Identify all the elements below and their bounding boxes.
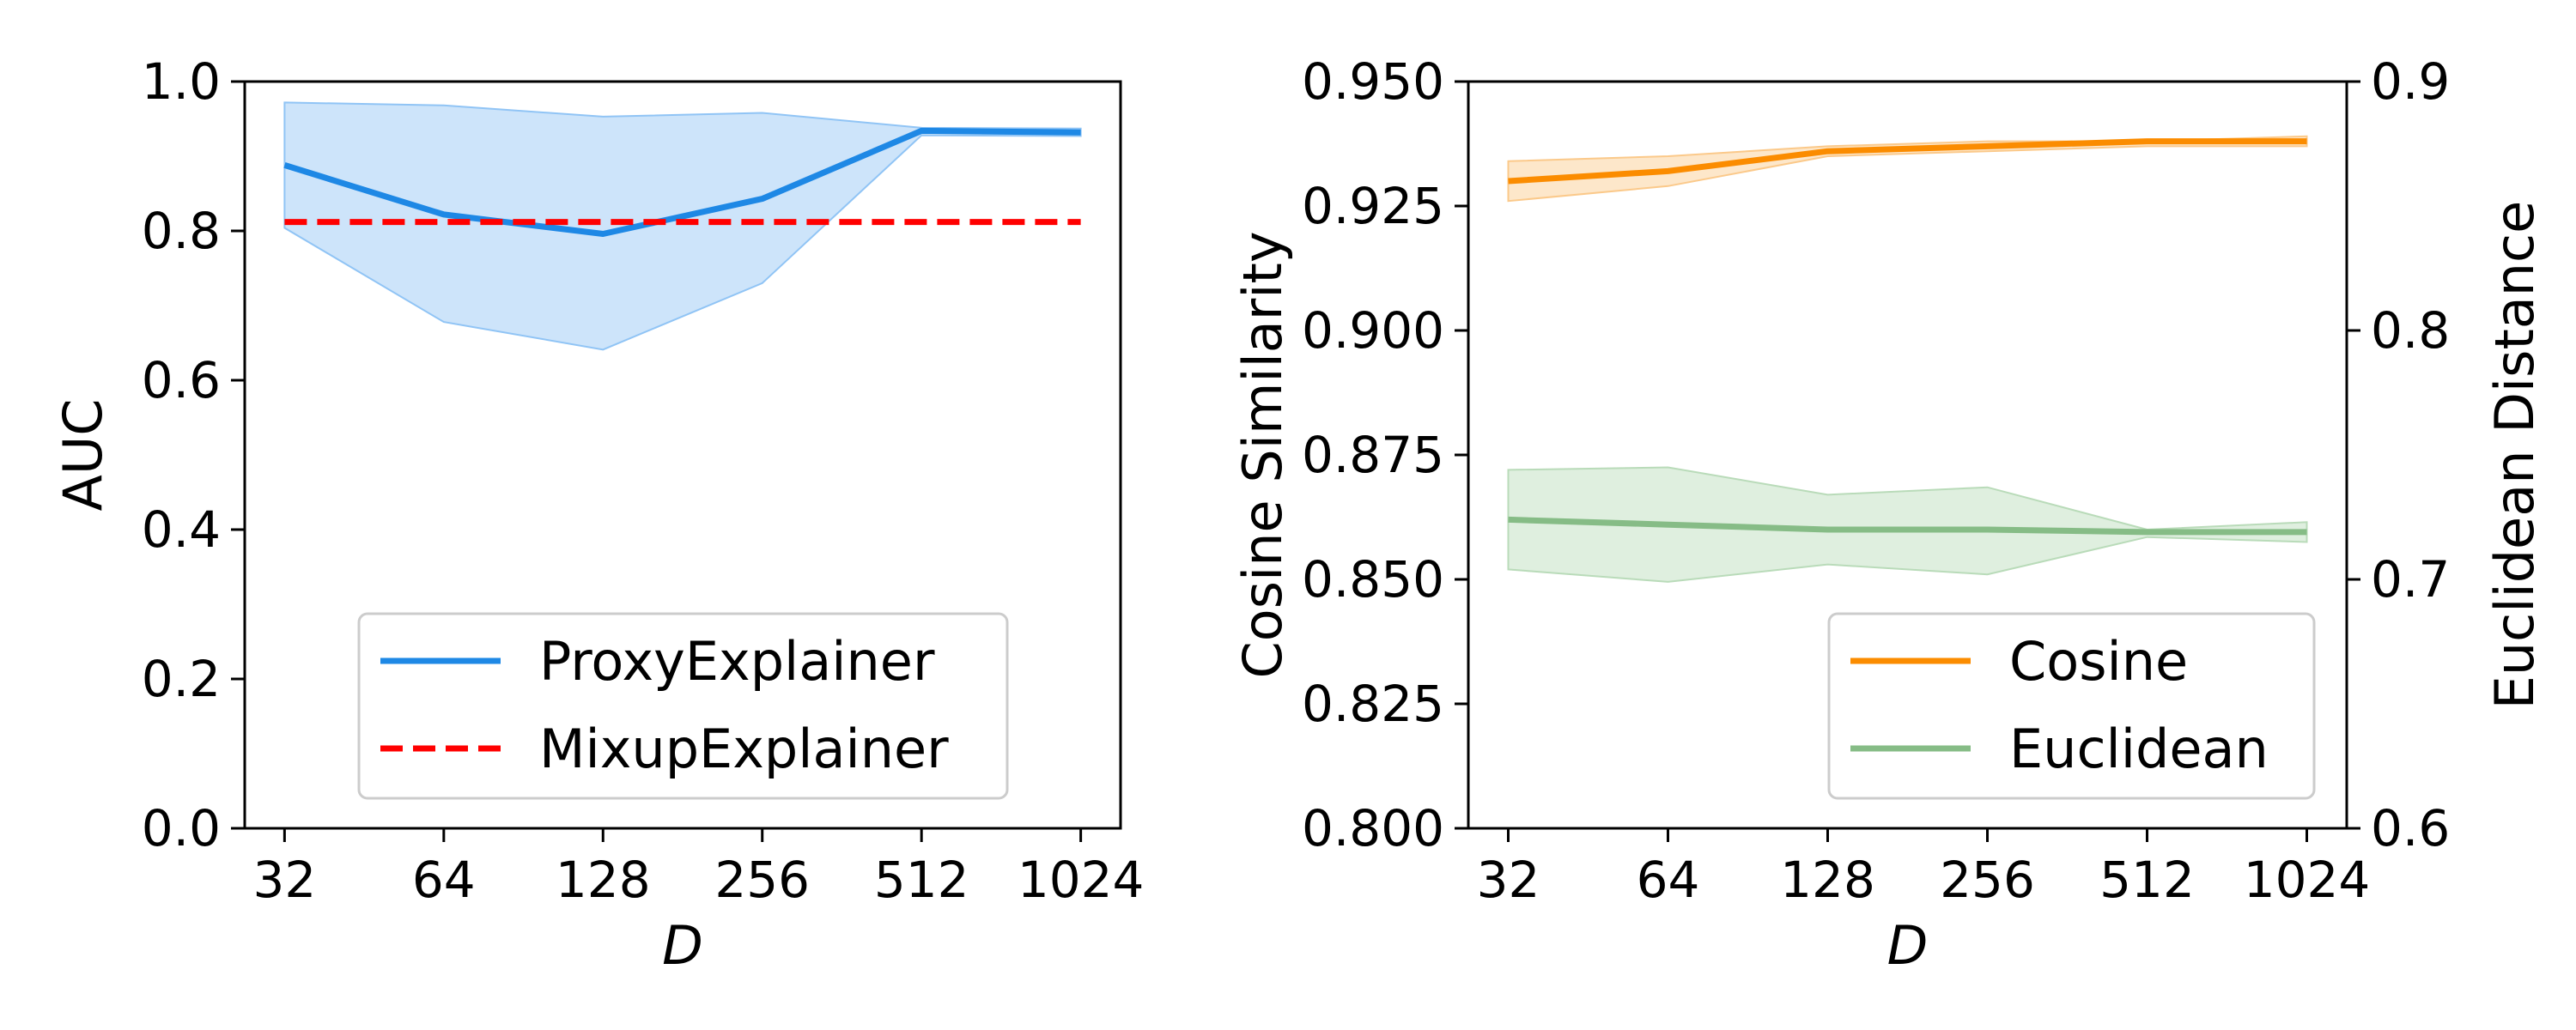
y-tick-label: 0.4 bbox=[142, 500, 221, 559]
series-line-euclidean bbox=[1508, 516, 2307, 536]
chart-panel-2: 32 64 128 256 512 1024 0.800 0.825 0.850 0.875 0.9… bbox=[1231, 52, 2546, 977]
chart-panel-1: 32 64 128 256 512 1024 0.0 0.2 0.4 0.6 0.8 1.0 D AUC P… bbox=[52, 52, 1144, 977]
y-tick-label: 0.825 bbox=[1302, 675, 1444, 733]
y-axis-label: Cosine Similarity bbox=[1231, 231, 1294, 678]
series-band-euclidean bbox=[1507, 466, 2308, 583]
x-tick-label: 1024 bbox=[1018, 851, 1145, 909]
x-tick-label: 128 bbox=[1780, 851, 1875, 909]
legend: Cosine Euclidean bbox=[1827, 612, 2316, 800]
y-right-tick-label: 0.7 bbox=[2371, 550, 2450, 609]
x-tick-label: 512 bbox=[874, 851, 969, 909]
x-tick-label: 512 bbox=[2099, 851, 2195, 909]
y-axis-label: AUC bbox=[52, 398, 114, 511]
y-tick-label: 0.875 bbox=[1302, 426, 1444, 484]
y-tick-label: 0.900 bbox=[1302, 301, 1444, 360]
series-band-proxyexplainer bbox=[283, 101, 1082, 351]
y-tick-label: 0.2 bbox=[142, 650, 221, 708]
series-line-cosine bbox=[1508, 138, 2307, 185]
legend-label-proxyexplainer: ProxyExplainer bbox=[539, 630, 935, 693]
x-axis-label: D bbox=[662, 914, 703, 977]
x-tick-label: 32 bbox=[1477, 851, 1540, 909]
series-line-proxyexplainer bbox=[283, 127, 1081, 237]
x-tick-label: 128 bbox=[556, 851, 651, 909]
legend-label-cosine: Cosine bbox=[2009, 630, 2188, 693]
x-tick-label: 256 bbox=[714, 851, 810, 909]
y-right-axis-label: Euclidean Distance bbox=[2483, 201, 2546, 710]
x-tick-label: 1024 bbox=[2244, 851, 2371, 909]
y-tick-label: 0.800 bbox=[1302, 799, 1444, 857]
x-tick-label: 64 bbox=[1637, 851, 1700, 909]
y-right-tick-label: 0.8 bbox=[2371, 301, 2450, 360]
legend-label-mixupexplainer: MixupExplainer bbox=[539, 718, 949, 780]
y-right-tick-label: 0.6 bbox=[2371, 799, 2450, 857]
y-right-tick-label: 0.9 bbox=[2371, 52, 2450, 111]
y-tick-label: 1.0 bbox=[142, 52, 221, 111]
y-tick-label: 0.6 bbox=[142, 351, 221, 409]
legend-box bbox=[357, 612, 1009, 800]
x-tick-label: 32 bbox=[252, 851, 316, 909]
x-tick-label: 64 bbox=[412, 851, 476, 909]
legend-label-euclidean: Euclidean bbox=[2009, 718, 2269, 780]
y-tick-label: 0.850 bbox=[1302, 550, 1444, 609]
x-axis-label: D bbox=[1887, 914, 1929, 977]
x-tick-label: 256 bbox=[1940, 851, 2035, 909]
y-tick-label: 0.8 bbox=[142, 202, 221, 260]
y-tick-label: 0.0 bbox=[142, 799, 221, 857]
y-tick-label: 0.950 bbox=[1302, 52, 1444, 111]
legend: ProxyExplainer MixupExplainer bbox=[357, 612, 1009, 800]
y-tick-label: 0.925 bbox=[1302, 177, 1444, 235]
plot-frame bbox=[243, 80, 1122, 830]
